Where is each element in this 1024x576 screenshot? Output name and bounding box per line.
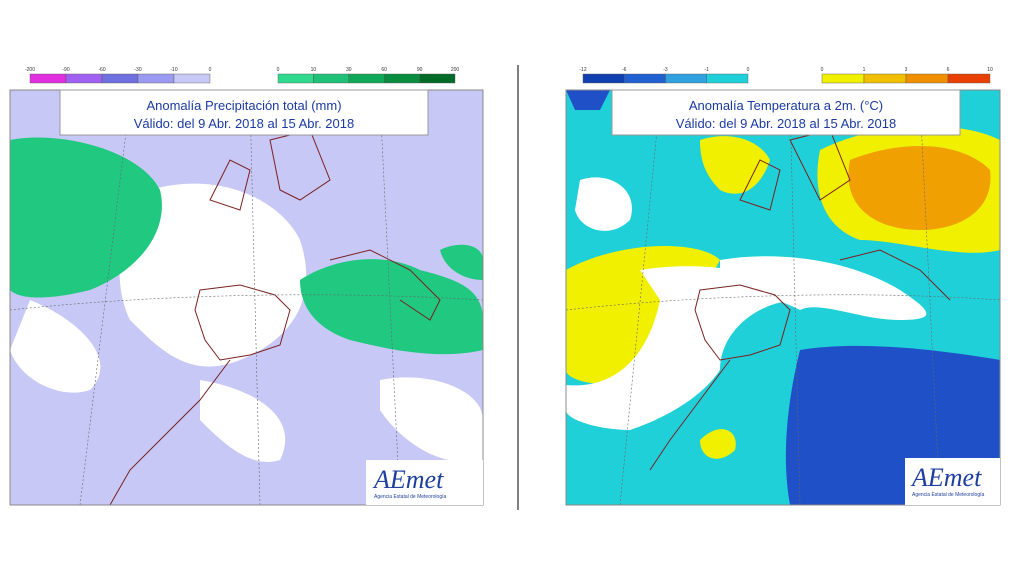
- legend-swatch: [905, 73, 949, 84]
- legend-swatch: [706, 73, 749, 84]
- legend-label: 0: [821, 67, 824, 73]
- legend-label: -30: [134, 67, 141, 73]
- legend-label: 3: [905, 67, 908, 73]
- map-subtitle: Válido: del 9 Abr. 2018 al 15 Abr. 2018: [134, 116, 354, 131]
- legend-swatch: [348, 73, 385, 84]
- legend-swatch: [624, 73, 666, 84]
- legend-swatch: [821, 73, 865, 84]
- temp-map: [566, 90, 1000, 505]
- legend-swatch: [665, 73, 707, 84]
- precip-map: [10, 90, 483, 505]
- legend-swatch: [173, 73, 211, 84]
- title-box: [611, 89, 961, 136]
- legend-label: 60: [381, 67, 387, 73]
- legend-label: 200: [451, 67, 460, 73]
- legend-swatch: [419, 73, 456, 84]
- legend-label: -6: [622, 67, 627, 73]
- logo-agency: Agencia Estatal de Meteorología: [912, 492, 984, 498]
- logo-box: [905, 458, 1000, 505]
- legend-label: 6: [947, 67, 950, 73]
- logo-box: [366, 460, 483, 505]
- legend-label: 90: [417, 67, 423, 73]
- legend-swatch: [313, 73, 349, 84]
- legend-label: -3: [663, 67, 668, 73]
- legend-swatch: [137, 73, 175, 84]
- legend-label: -90: [62, 67, 69, 73]
- logo-agency: Agencia Estatal de Meteorología: [374, 494, 446, 500]
- legend-label: 0: [277, 67, 280, 73]
- legend-swatch: [582, 73, 625, 84]
- map-title: Anomalía Temperatura a 2m. (°C): [689, 98, 883, 113]
- legend-label: 10: [311, 67, 317, 73]
- legend-label: -60: [98, 67, 105, 73]
- legend-label: -200: [25, 67, 35, 73]
- logo: AEmet: [910, 463, 982, 492]
- legend-swatch: [384, 73, 420, 84]
- legend-label: 10: [987, 67, 993, 73]
- legend-label: 30: [346, 67, 352, 73]
- legend-swatch: [863, 73, 907, 84]
- legend-swatch: [65, 73, 103, 84]
- legend-label: 0: [209, 67, 212, 73]
- map-subtitle: Válido: del 9 Abr. 2018 al 15 Abr. 2018: [676, 116, 896, 131]
- legend-swatch: [29, 73, 67, 84]
- legend-swatch: [947, 73, 991, 84]
- map-title: Anomalía Precipitación total (mm): [146, 98, 341, 113]
- legend-label: -10: [170, 67, 177, 73]
- legend-label: -1: [705, 67, 710, 73]
- title-box: [59, 89, 429, 136]
- legend-label: 0: [747, 67, 750, 73]
- legend-swatch: [101, 73, 139, 84]
- legend-label: -12: [579, 67, 586, 73]
- legend-swatch: [277, 73, 314, 84]
- legend-label: 1: [863, 67, 866, 73]
- logo: AEmet: [372, 465, 444, 494]
